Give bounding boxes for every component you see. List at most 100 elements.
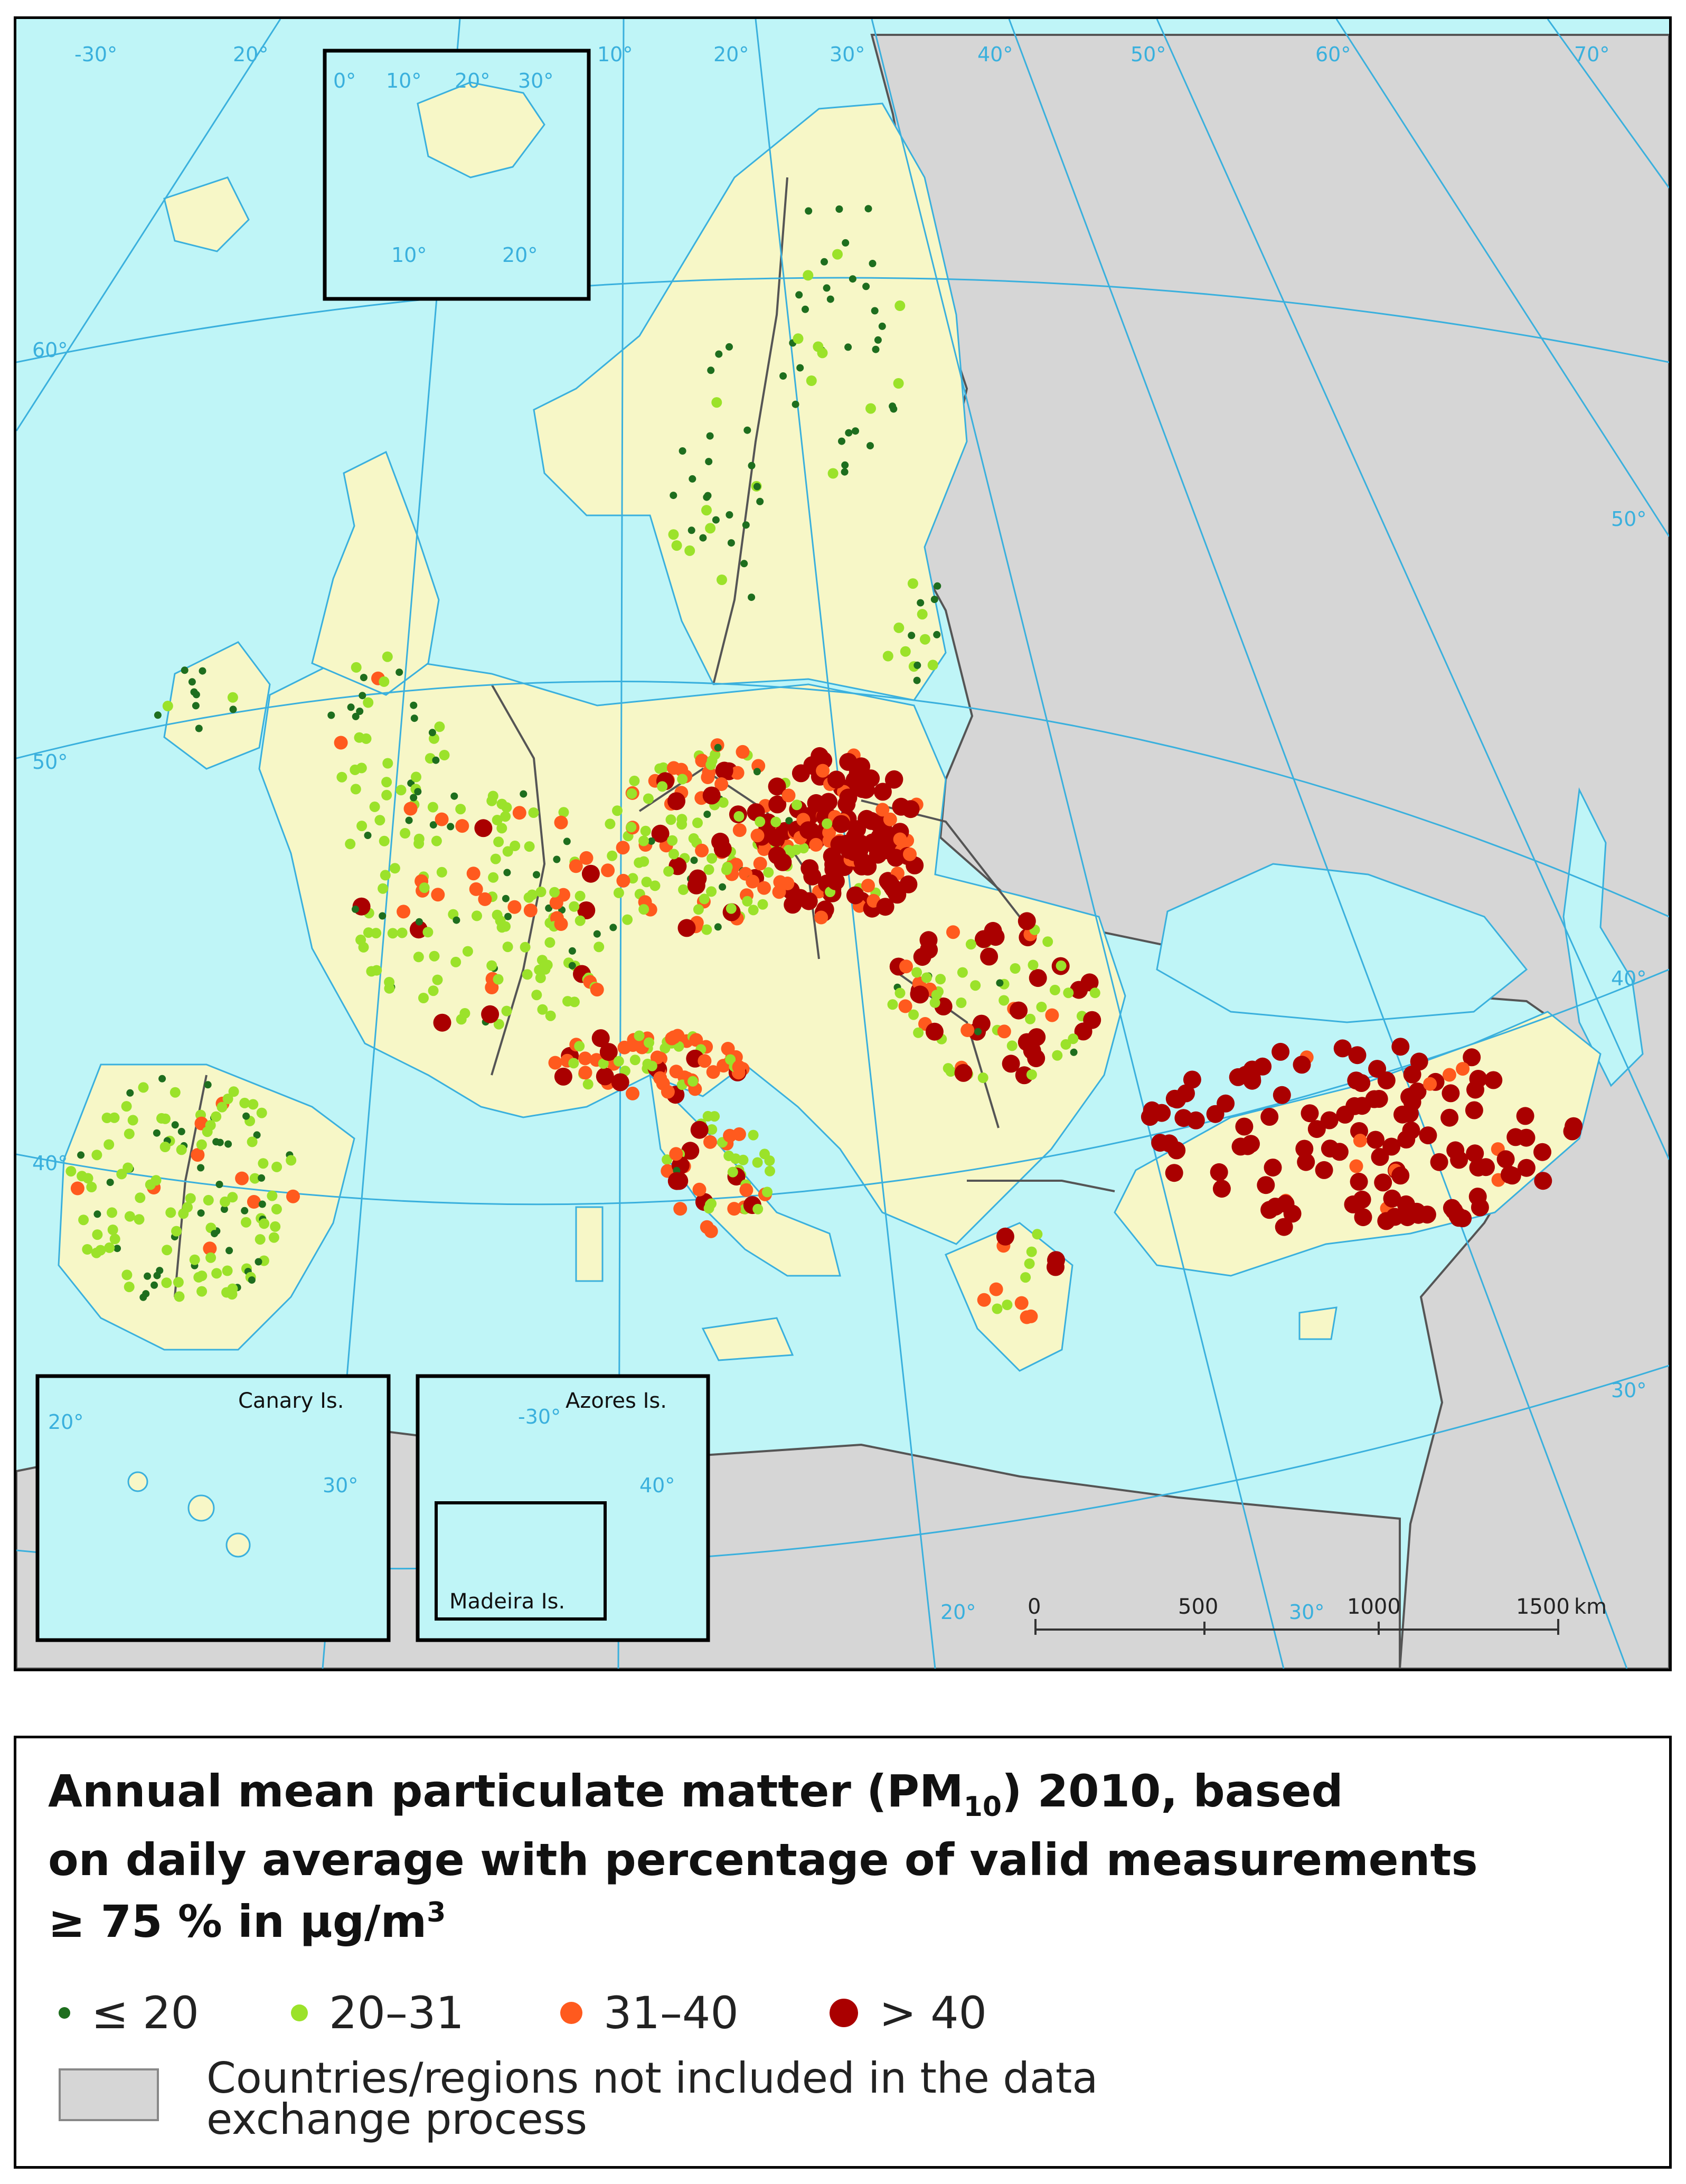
lon-label: 40° bbox=[977, 43, 1013, 66]
station-dot bbox=[929, 997, 940, 1008]
station-dot bbox=[488, 872, 499, 883]
station-dot bbox=[1333, 1039, 1352, 1058]
station-dot bbox=[504, 912, 512, 920]
station-dot bbox=[707, 755, 718, 766]
station-dot bbox=[841, 468, 849, 476]
station-dot bbox=[191, 1148, 205, 1162]
station-dot bbox=[591, 1029, 610, 1048]
station-dot bbox=[681, 1142, 700, 1160]
station-dot bbox=[1446, 1141, 1465, 1160]
station-dot bbox=[86, 1182, 97, 1192]
station-dot bbox=[827, 770, 845, 789]
legend-item-31-40: 31–40 bbox=[560, 1987, 739, 2039]
lon-label: 20° bbox=[713, 43, 749, 66]
station-dot bbox=[387, 928, 398, 939]
station-dot bbox=[196, 1286, 208, 1297]
station-dot bbox=[127, 1115, 138, 1126]
station-dot bbox=[429, 950, 440, 962]
station-dot bbox=[220, 1196, 231, 1207]
station-dot bbox=[634, 857, 645, 868]
station-dot bbox=[856, 856, 875, 874]
station-dot bbox=[427, 802, 438, 813]
station-dot bbox=[690, 856, 698, 864]
station-dot bbox=[493, 974, 504, 985]
station-dot bbox=[123, 1162, 134, 1173]
station-dot bbox=[364, 832, 372, 839]
legend-item-gt40: > 40 bbox=[830, 1987, 987, 2039]
station-dot bbox=[510, 840, 521, 851]
station-dot bbox=[194, 1116, 209, 1131]
station-dot bbox=[913, 661, 921, 669]
station-dot bbox=[478, 892, 492, 906]
station-dot bbox=[667, 1172, 686, 1190]
scale-tick-label: 0 bbox=[1028, 1595, 1041, 1619]
station-dot bbox=[1344, 1195, 1362, 1213]
station-dot bbox=[1403, 1093, 1421, 1112]
station-dot bbox=[360, 674, 368, 682]
station-dot bbox=[1517, 1128, 1536, 1147]
station-dot bbox=[369, 801, 380, 812]
station-dot bbox=[1212, 1180, 1231, 1198]
station-dot bbox=[1477, 1158, 1495, 1176]
station-dot bbox=[703, 1135, 717, 1149]
station-dot bbox=[698, 1054, 712, 1068]
station-dot bbox=[816, 764, 830, 778]
station-dot bbox=[913, 676, 921, 684]
station-dot bbox=[185, 1193, 196, 1204]
station-dot bbox=[428, 985, 439, 996]
station-dot bbox=[673, 1202, 687, 1216]
station-dot bbox=[249, 1173, 260, 1184]
station-dot bbox=[345, 839, 356, 850]
legend-label: > 40 bbox=[879, 1987, 987, 2039]
station-dot bbox=[145, 1179, 156, 1190]
station-dot bbox=[528, 807, 539, 818]
station-dot bbox=[569, 859, 583, 873]
station-dot bbox=[459, 1008, 470, 1019]
lat-label: 60° bbox=[32, 338, 68, 362]
station-dot bbox=[890, 405, 898, 413]
scale-tick-label: 500 bbox=[1178, 1595, 1218, 1619]
station-dot bbox=[634, 1030, 645, 1041]
station-dot bbox=[768, 795, 787, 814]
station-dot bbox=[106, 1179, 114, 1187]
station-dot bbox=[658, 762, 669, 773]
station-dot bbox=[496, 823, 507, 834]
station-dot bbox=[366, 966, 377, 977]
station-dot bbox=[875, 803, 890, 817]
canary-inset-label: Canary Is. bbox=[238, 1389, 344, 1413]
station-dot bbox=[792, 799, 802, 811]
station-dot bbox=[1242, 1135, 1260, 1153]
station-dot bbox=[873, 783, 892, 801]
station-dot bbox=[723, 1128, 737, 1143]
station-dot bbox=[1315, 1161, 1333, 1179]
station-dot bbox=[578, 1051, 592, 1066]
station-dot bbox=[1484, 1071, 1503, 1089]
station-dot bbox=[799, 892, 818, 910]
station-dot bbox=[732, 823, 747, 837]
station-dot bbox=[549, 887, 560, 898]
station-dot bbox=[590, 983, 604, 997]
station-dot bbox=[934, 582, 941, 590]
station-dot bbox=[195, 724, 203, 732]
station-dot bbox=[1029, 969, 1047, 987]
station-dot bbox=[689, 475, 696, 483]
station-dot bbox=[957, 967, 968, 978]
station-dot bbox=[162, 1245, 173, 1256]
station-dot bbox=[1275, 1218, 1293, 1236]
station-dot bbox=[410, 701, 418, 709]
station-dot bbox=[1352, 1074, 1371, 1092]
station-dot bbox=[248, 1276, 256, 1284]
station-dot bbox=[455, 819, 469, 833]
station-dot bbox=[490, 853, 501, 864]
station-dot bbox=[599, 1043, 618, 1061]
station-dot bbox=[1010, 1001, 1028, 1020]
station-dot bbox=[351, 662, 362, 673]
station-dot bbox=[593, 930, 601, 938]
station-dot bbox=[581, 864, 600, 883]
station-dot bbox=[222, 1094, 233, 1104]
station-dot bbox=[663, 866, 674, 877]
station-dot bbox=[487, 790, 498, 802]
station-dot bbox=[882, 651, 893, 662]
station-dot bbox=[933, 630, 941, 638]
station-dot bbox=[199, 667, 206, 675]
